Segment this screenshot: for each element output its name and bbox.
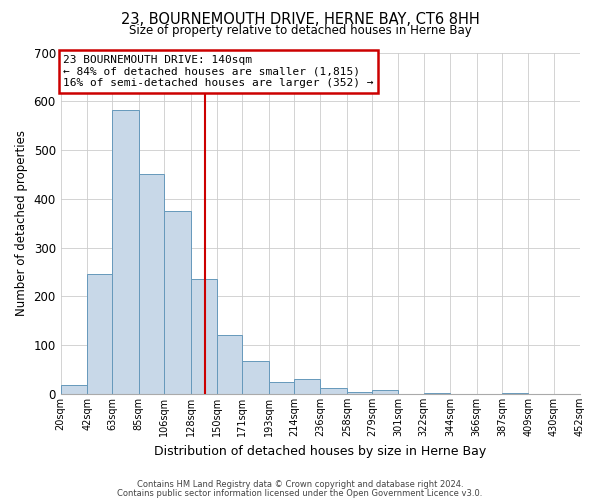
Text: Contains HM Land Registry data © Crown copyright and database right 2024.: Contains HM Land Registry data © Crown c…: [137, 480, 463, 489]
Bar: [294, 380, 320, 394]
Bar: [87, 274, 112, 394]
Bar: [61, 385, 87, 394]
Bar: [112, 110, 139, 394]
Bar: [191, 280, 217, 394]
Text: 23, BOURNEMOUTH DRIVE, HERNE BAY, CT6 8HH: 23, BOURNEMOUTH DRIVE, HERNE BAY, CT6 8H…: [121, 12, 479, 28]
Bar: [347, 392, 372, 394]
Bar: [242, 361, 269, 394]
Bar: [320, 388, 347, 394]
Y-axis label: Number of detached properties: Number of detached properties: [15, 130, 28, 316]
Bar: [424, 393, 450, 394]
Bar: [269, 382, 294, 394]
Text: 23 BOURNEMOUTH DRIVE: 140sqm
← 84% of detached houses are smaller (1,815)
16% of: 23 BOURNEMOUTH DRIVE: 140sqm ← 84% of de…: [63, 55, 374, 88]
Text: Contains public sector information licensed under the Open Government Licence v3: Contains public sector information licen…: [118, 488, 482, 498]
Bar: [164, 211, 191, 394]
X-axis label: Distribution of detached houses by size in Herne Bay: Distribution of detached houses by size …: [154, 444, 487, 458]
Bar: [372, 390, 398, 394]
Bar: [139, 174, 164, 394]
Bar: [502, 393, 529, 394]
Text: Size of property relative to detached houses in Herne Bay: Size of property relative to detached ho…: [128, 24, 472, 37]
Bar: [217, 336, 242, 394]
